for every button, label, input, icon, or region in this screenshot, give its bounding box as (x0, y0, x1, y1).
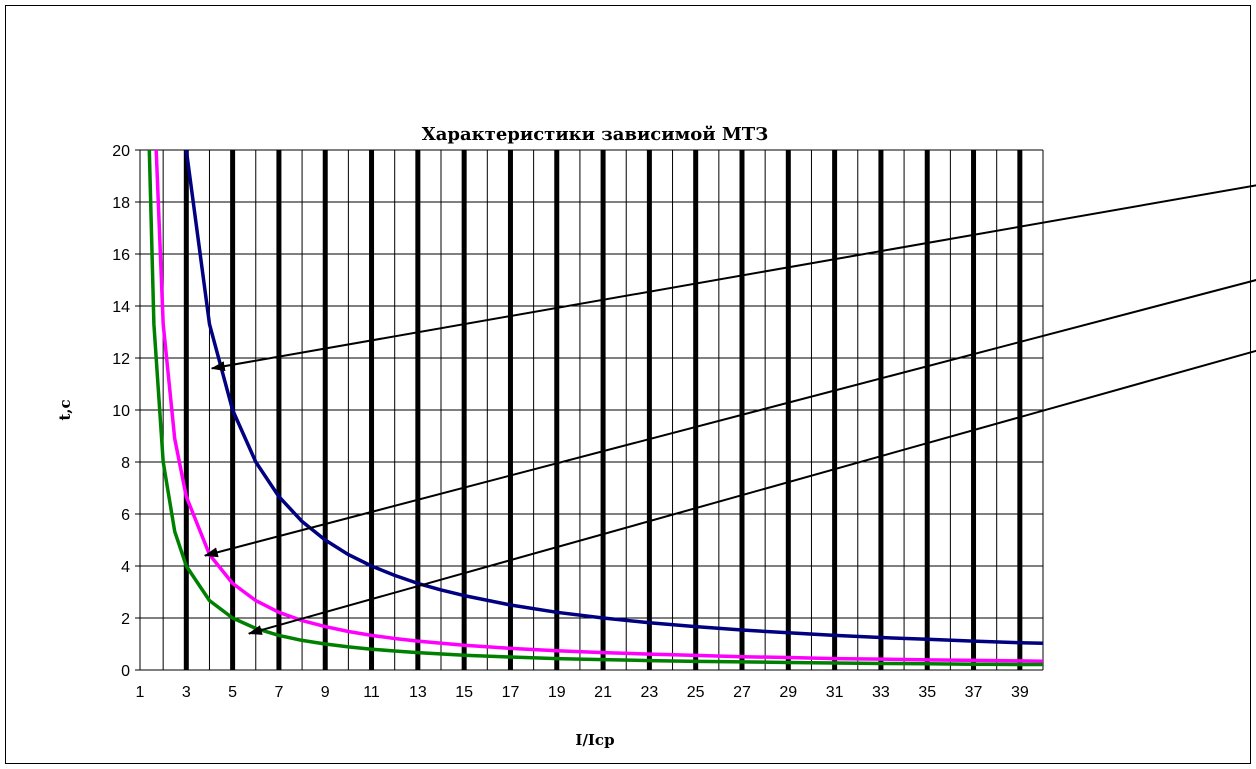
x-tick-label: 13 (409, 684, 427, 701)
x-tick-label: 27 (733, 684, 751, 701)
y-axis-title: t,c (56, 399, 74, 420)
y-tick-label: 16 (112, 247, 130, 264)
x-tick-label: 25 (687, 684, 705, 701)
chart-title: Характеристики зависимой МТЗ (422, 124, 768, 145)
x-tick-label: 7 (274, 684, 283, 701)
y-tick-label: 2 (121, 611, 130, 628)
x-axis-title: I/Icp (575, 731, 614, 749)
x-tick-label: 15 (455, 684, 473, 701)
x-tick-label: 39 (1011, 684, 1029, 701)
x-tick-label: 37 (965, 684, 983, 701)
y-tick-label: 12 (112, 351, 130, 368)
grid (140, 149, 1044, 670)
x-tick-label: 23 (640, 684, 658, 701)
series-line-2 (154, 150, 1043, 663)
x-tick-label: 17 (502, 684, 520, 701)
axes (135, 149, 1043, 671)
x-tick-label: 3 (182, 684, 191, 701)
x-tick-label: 1 (136, 684, 145, 701)
annotation-arrow-1 (210, 184, 1256, 372)
x-tick-label: 19 (548, 684, 566, 701)
y-tick-label: 14 (112, 299, 130, 316)
x-tick-labels: 1 3 5 7 9 11 13 15 17 19 21 23 25 27 29 31 33 35 37 39 (136, 684, 1029, 701)
annotations: К=4000К=1333К=800 (203, 184, 1256, 635)
x-tick-label: 35 (918, 684, 936, 701)
series-group (147, 150, 1043, 667)
x-tick-label: 31 (826, 684, 844, 701)
x-tick-label: 29 (779, 684, 797, 701)
x-tick-label: 33 (872, 684, 890, 701)
y-tick-label: 0 (121, 663, 130, 680)
y-tick-label: 6 (121, 507, 130, 524)
annotation-arrow-2 (203, 279, 1256, 558)
x-tick-label: 21 (594, 684, 612, 701)
y-tick-label: 4 (121, 559, 130, 576)
y-tick-label: 18 (112, 195, 130, 212)
series-line-1 (184, 150, 1043, 645)
y-tick-label: 10 (112, 403, 130, 420)
series-line-3 (147, 150, 1043, 667)
x-tick-label: 11 (363, 684, 380, 701)
y-tick-label: 20 (112, 143, 130, 160)
y-tick-label: 8 (121, 455, 130, 472)
annotation-arrow-3 (247, 349, 1256, 635)
x-tick-label: 5 (228, 684, 237, 701)
x-tick-label: 9 (321, 684, 330, 701)
y-tick-labels: 0 2 4 6 8 10 12 14 16 18 20 (112, 143, 130, 680)
